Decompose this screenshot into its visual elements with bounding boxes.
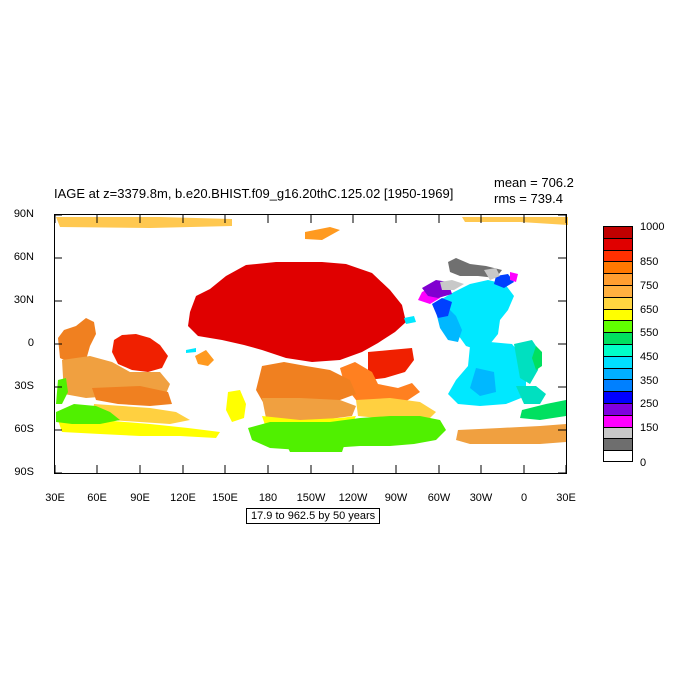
region-indian-band-orange xyxy=(92,386,172,406)
plot-title: IAGE at z=3379.8m, b.e20.BHIST.f09_g16.2… xyxy=(54,186,454,201)
legend-swatch xyxy=(603,261,633,274)
region-atlantic-green-east xyxy=(532,346,542,370)
legend-swatch xyxy=(603,320,633,333)
lon-label: 90E xyxy=(130,492,150,504)
legend-swatch xyxy=(603,226,633,238)
legend-swatch xyxy=(603,438,633,451)
region-labrador-blue xyxy=(432,298,452,318)
contour-info-label: 17.9 to 962.5 by 50 years xyxy=(246,508,381,524)
legend-label: 0 xyxy=(640,457,647,469)
region-atlantic-sky-south xyxy=(470,368,496,396)
region-southern-green-west xyxy=(56,404,120,424)
region-south-atlantic-orange xyxy=(456,424,566,444)
legend-label: 150 xyxy=(640,422,659,434)
region-cyan-dash xyxy=(186,348,196,353)
region-arabian-sea xyxy=(58,318,96,364)
lat-label: 0 xyxy=(27,337,34,349)
legend-label: 650 xyxy=(640,304,659,316)
lon-label: 60W xyxy=(427,492,451,504)
lon-label: 120W xyxy=(338,492,368,504)
region-east-pacific-orange xyxy=(340,362,420,404)
region-atlantic-teal xyxy=(514,340,540,384)
lat-label: 30S xyxy=(14,380,34,392)
region-east-pacific-red xyxy=(368,348,414,380)
legend-label: 250 xyxy=(640,398,659,410)
legend-swatch xyxy=(603,296,633,309)
legend-swatch xyxy=(603,426,633,439)
lat-label: 90S xyxy=(14,466,34,478)
legend-label: 1000 xyxy=(640,221,665,233)
legend-swatch xyxy=(603,450,633,462)
legend-swatch xyxy=(603,414,633,427)
mean-stat: mean = 706.2 xyxy=(494,175,574,190)
region-australia-strip xyxy=(195,350,214,366)
legend-swatch xyxy=(603,343,633,356)
region-south-pacific-orange xyxy=(256,362,356,406)
legend-swatch xyxy=(603,402,633,415)
lon-label: 180 xyxy=(258,492,278,504)
lat-label: 90N xyxy=(13,208,34,220)
lon-label: 60E xyxy=(87,492,107,504)
region-southern-yellow-central xyxy=(226,390,246,422)
legend-swatch xyxy=(603,367,633,380)
lon-label: 150W xyxy=(296,492,326,504)
lon-label: 120E xyxy=(170,492,196,504)
region-atlantic-teal-south xyxy=(516,386,546,404)
legend-swatch xyxy=(603,308,633,321)
x-ticks xyxy=(54,215,567,473)
region-south-pacific-light xyxy=(262,398,356,420)
legend-swatch xyxy=(603,379,633,392)
region-nordic-magenta xyxy=(510,272,518,282)
region-south-atlantic-green xyxy=(520,400,566,420)
region-southern-yellow-west xyxy=(58,420,220,438)
legend-label: 750 xyxy=(640,280,659,292)
legend-swatch xyxy=(603,391,633,403)
region-nordic-light-grey-2 xyxy=(484,268,500,280)
rms-stat: rms = 739.4 xyxy=(494,191,564,206)
legend-label: 550 xyxy=(640,327,659,339)
region-southern-yellow-east xyxy=(356,398,436,420)
lat-label: 60S xyxy=(14,423,34,435)
region-southern-green-south xyxy=(286,444,344,452)
lon-label: 30W xyxy=(469,492,493,504)
region-southern-green-central xyxy=(248,416,446,450)
lon-label: 90W xyxy=(384,492,408,504)
region-nordic-blue xyxy=(494,274,514,288)
legend-swatch xyxy=(603,284,633,297)
region-bay-of-bengal xyxy=(112,334,168,372)
region-north-pacific xyxy=(188,262,406,362)
lat-label: 60N xyxy=(13,251,34,263)
legend-swatch xyxy=(603,249,633,262)
lon-label: 150E xyxy=(212,492,238,504)
lon-label: 30E xyxy=(556,492,576,504)
legend-colorbar xyxy=(603,226,633,462)
legend-swatch xyxy=(603,237,633,250)
legend-swatch xyxy=(603,355,633,368)
legend-swatch xyxy=(603,332,633,344)
ocean-field xyxy=(56,217,568,452)
lon-label: 30E xyxy=(45,492,65,504)
legend-label: 350 xyxy=(640,375,659,387)
region-arctic-east xyxy=(462,217,568,225)
lat-label: 30N xyxy=(13,294,34,306)
region-arctic-west xyxy=(56,217,232,228)
legend-label: 450 xyxy=(640,351,659,363)
legend-label: 850 xyxy=(640,256,659,268)
region-nordic-light-grey xyxy=(440,280,464,290)
region-south-west-green xyxy=(56,378,68,404)
lon-label: 0 xyxy=(520,492,528,504)
region-arctic-patch xyxy=(305,227,340,240)
legend-swatch xyxy=(603,273,633,285)
region-caribbean-cyan xyxy=(404,316,416,324)
